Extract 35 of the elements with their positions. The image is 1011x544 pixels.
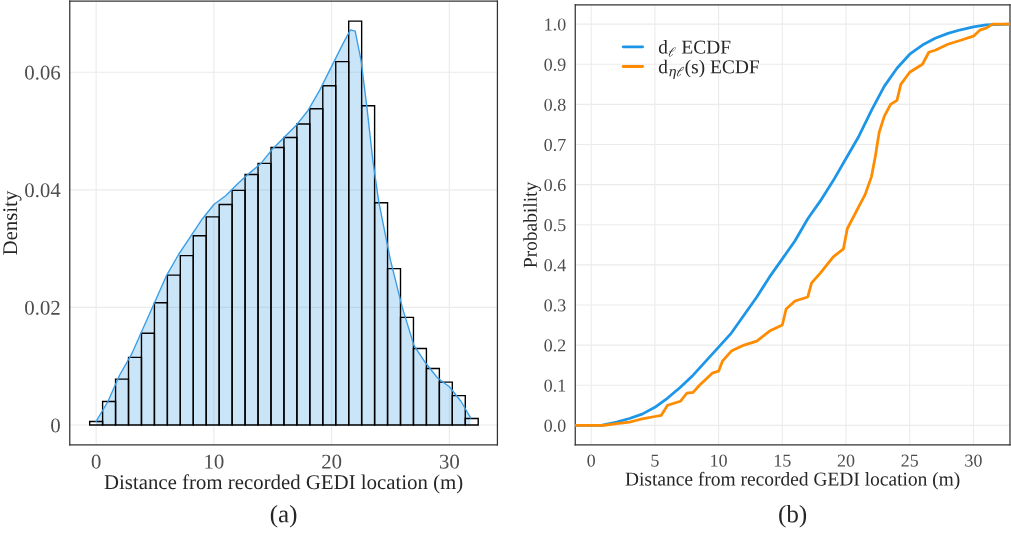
x-tick-label: 5 xyxy=(651,454,659,467)
text: (a) xyxy=(270,504,297,528)
y-tick-label: 0.02 xyxy=(25,300,60,315)
y-tick-label: 0.2 xyxy=(544,339,566,352)
x-tick-label: 25 xyxy=(901,454,919,467)
line-series xyxy=(575,22,1010,427)
x-tick-label: 20 xyxy=(837,454,855,467)
x-tick-label: 10 xyxy=(711,454,727,467)
y-axis-title: Probability xyxy=(523,181,541,268)
y-tick-label: 0.4 xyxy=(544,259,566,272)
y-tick-label: 0 xyxy=(51,418,60,433)
y-tick-label: 1.0 xyxy=(545,18,566,31)
legend-label: d$_{ηℓ}$(s) ECDF xyxy=(658,59,760,80)
y-axis-title: Density xyxy=(3,190,22,255)
x-tick-label: 10 xyxy=(205,454,224,469)
y-tick-label: 0.1 xyxy=(544,379,566,392)
x-axis-title: Distance from recorded GEDI location (m) xyxy=(625,471,960,490)
x-tick-label: 30 xyxy=(439,454,459,469)
y-tick-label: 0.5 xyxy=(544,219,566,232)
y-tick-label: 0.06 xyxy=(25,65,61,80)
y-tick-label: 0.7 xyxy=(544,138,566,152)
x-tick-label: 15 xyxy=(774,454,791,467)
x-axis-title: Distance from recorded GEDI location (m) xyxy=(104,474,463,494)
legend-label: d$_{ℓ}$ ECDF xyxy=(658,40,731,57)
text: (b) xyxy=(779,504,807,528)
y-tick-label: 0.6 xyxy=(544,178,566,192)
x-tick-label: 0 xyxy=(91,454,101,469)
x-tick-label: 20 xyxy=(322,454,342,469)
x-tick-label: 0 xyxy=(587,454,596,467)
y-tick-label: 0.3 xyxy=(544,299,566,312)
y-tick-label: 0.9 xyxy=(544,58,566,71)
y-tick-label: 0.0 xyxy=(544,419,566,432)
x-tick-label: 30 xyxy=(965,454,982,467)
y-tick-label: 0.8 xyxy=(544,98,566,111)
y-tick-label: 0.04 xyxy=(25,183,61,198)
